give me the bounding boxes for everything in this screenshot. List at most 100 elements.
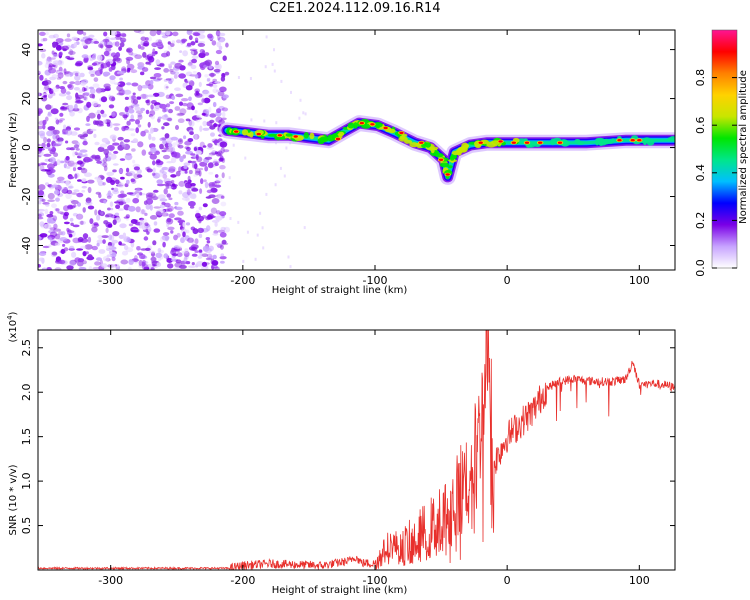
noise-blob bbox=[194, 37, 199, 43]
noise-blob bbox=[88, 86, 94, 90]
noise-dot bbox=[263, 119, 266, 123]
noise-dot bbox=[302, 111, 305, 115]
noise-blob bbox=[123, 89, 132, 95]
noise-blob bbox=[143, 236, 149, 241]
noise-blob bbox=[107, 207, 111, 211]
noise-blob bbox=[177, 118, 185, 123]
noise-blob bbox=[213, 68, 221, 73]
noise-blob bbox=[118, 46, 122, 51]
noise-blob bbox=[119, 141, 124, 148]
snr-panel: -300 -200 -100 0 100 0.5 1.0 1.5 2.0 2.5 Height of… bbox=[6, 311, 676, 596]
noise-blob bbox=[206, 79, 210, 82]
noise-blob bbox=[174, 201, 179, 206]
noise-blob bbox=[113, 82, 121, 85]
noise-blob bbox=[66, 33, 71, 38]
noise-blob bbox=[113, 187, 119, 192]
noise-blob bbox=[185, 229, 190, 234]
noise-blob bbox=[46, 138, 51, 143]
noise-blob bbox=[86, 158, 93, 162]
noise-blob bbox=[156, 179, 163, 185]
noise-blob bbox=[188, 35, 193, 41]
noise-blob bbox=[40, 38, 45, 42]
noise-blob bbox=[123, 139, 130, 143]
noise-blob bbox=[135, 110, 144, 114]
noise-blob bbox=[175, 125, 179, 130]
noise-dot bbox=[246, 230, 249, 234]
ridge-blob bbox=[439, 162, 450, 168]
noise-blob bbox=[67, 50, 76, 55]
noise-blob bbox=[44, 208, 49, 215]
noise-blob bbox=[106, 61, 111, 68]
noise-blob bbox=[42, 119, 47, 126]
noise-blob bbox=[153, 228, 161, 233]
ridge-blob bbox=[434, 153, 444, 158]
noise-blob bbox=[64, 157, 70, 164]
noise-dot bbox=[237, 76, 240, 79]
noise-blob bbox=[169, 68, 174, 73]
noise-blob bbox=[174, 106, 181, 111]
noise-blob bbox=[140, 218, 148, 223]
noise-blob bbox=[151, 172, 156, 176]
noise-blob bbox=[38, 235, 42, 241]
noise-blob bbox=[109, 30, 118, 36]
noise-blob bbox=[102, 256, 110, 262]
ridge-peak bbox=[511, 141, 516, 144]
noise-blob bbox=[198, 233, 203, 239]
noise-blob bbox=[130, 219, 138, 224]
noise-blob bbox=[99, 210, 105, 217]
x-tick-label: -100 bbox=[363, 574, 388, 587]
noise-blob bbox=[220, 147, 225, 154]
noise-blob bbox=[96, 54, 103, 61]
noise-blob bbox=[130, 133, 136, 137]
noise-blob bbox=[210, 207, 217, 214]
noise-blob bbox=[132, 138, 139, 143]
colorbar-label: Normalized spectral amplitude bbox=[738, 70, 749, 224]
noise-blob bbox=[171, 157, 177, 164]
noise-blob bbox=[66, 189, 73, 195]
noise-blob bbox=[189, 48, 198, 52]
noise-blob bbox=[108, 234, 113, 241]
noise-blob bbox=[157, 116, 162, 120]
noise-blob bbox=[86, 101, 92, 108]
noise-blob bbox=[126, 167, 130, 173]
ridge-peak bbox=[617, 139, 622, 142]
noise-blob bbox=[57, 211, 64, 214]
noise-blob bbox=[148, 192, 156, 199]
noise-blob bbox=[125, 172, 133, 177]
noise-blob bbox=[41, 53, 46, 59]
noise-blob bbox=[174, 249, 180, 253]
noise-blob bbox=[182, 50, 189, 57]
noise-blob bbox=[146, 94, 155, 98]
noise-blob bbox=[74, 62, 83, 67]
noise-dot bbox=[237, 220, 240, 224]
noise-blob bbox=[46, 267, 52, 270]
noise-blob bbox=[112, 123, 121, 126]
noise-blob bbox=[106, 195, 112, 199]
noise-blob bbox=[149, 76, 157, 80]
noise-blob bbox=[52, 53, 58, 58]
noise-blob bbox=[167, 41, 171, 45]
noise-blob bbox=[157, 117, 161, 123]
spectrogram-frame bbox=[37, 29, 676, 271]
noise-blob bbox=[212, 161, 220, 164]
ridge-peak bbox=[524, 141, 530, 144]
noise-blob bbox=[63, 124, 67, 130]
noise-blob bbox=[58, 259, 66, 265]
noise-blob bbox=[38, 143, 41, 147]
ridge-peak bbox=[370, 123, 375, 126]
noise-blob bbox=[175, 170, 181, 177]
noise-blob bbox=[206, 146, 215, 150]
noise-blob bbox=[52, 129, 60, 135]
noise-blob bbox=[220, 253, 225, 257]
noise-blob bbox=[199, 188, 203, 194]
noise-blob bbox=[172, 253, 178, 257]
noise-blob bbox=[216, 108, 222, 114]
noise-blob bbox=[150, 251, 156, 257]
noise-blob bbox=[147, 36, 152, 42]
noise-dot bbox=[289, 265, 292, 269]
noise-blob bbox=[179, 101, 183, 106]
colorbar-gradient bbox=[712, 30, 737, 268]
noise-blob bbox=[206, 253, 213, 259]
noise-blob bbox=[166, 161, 173, 164]
noise-blob bbox=[87, 236, 92, 243]
